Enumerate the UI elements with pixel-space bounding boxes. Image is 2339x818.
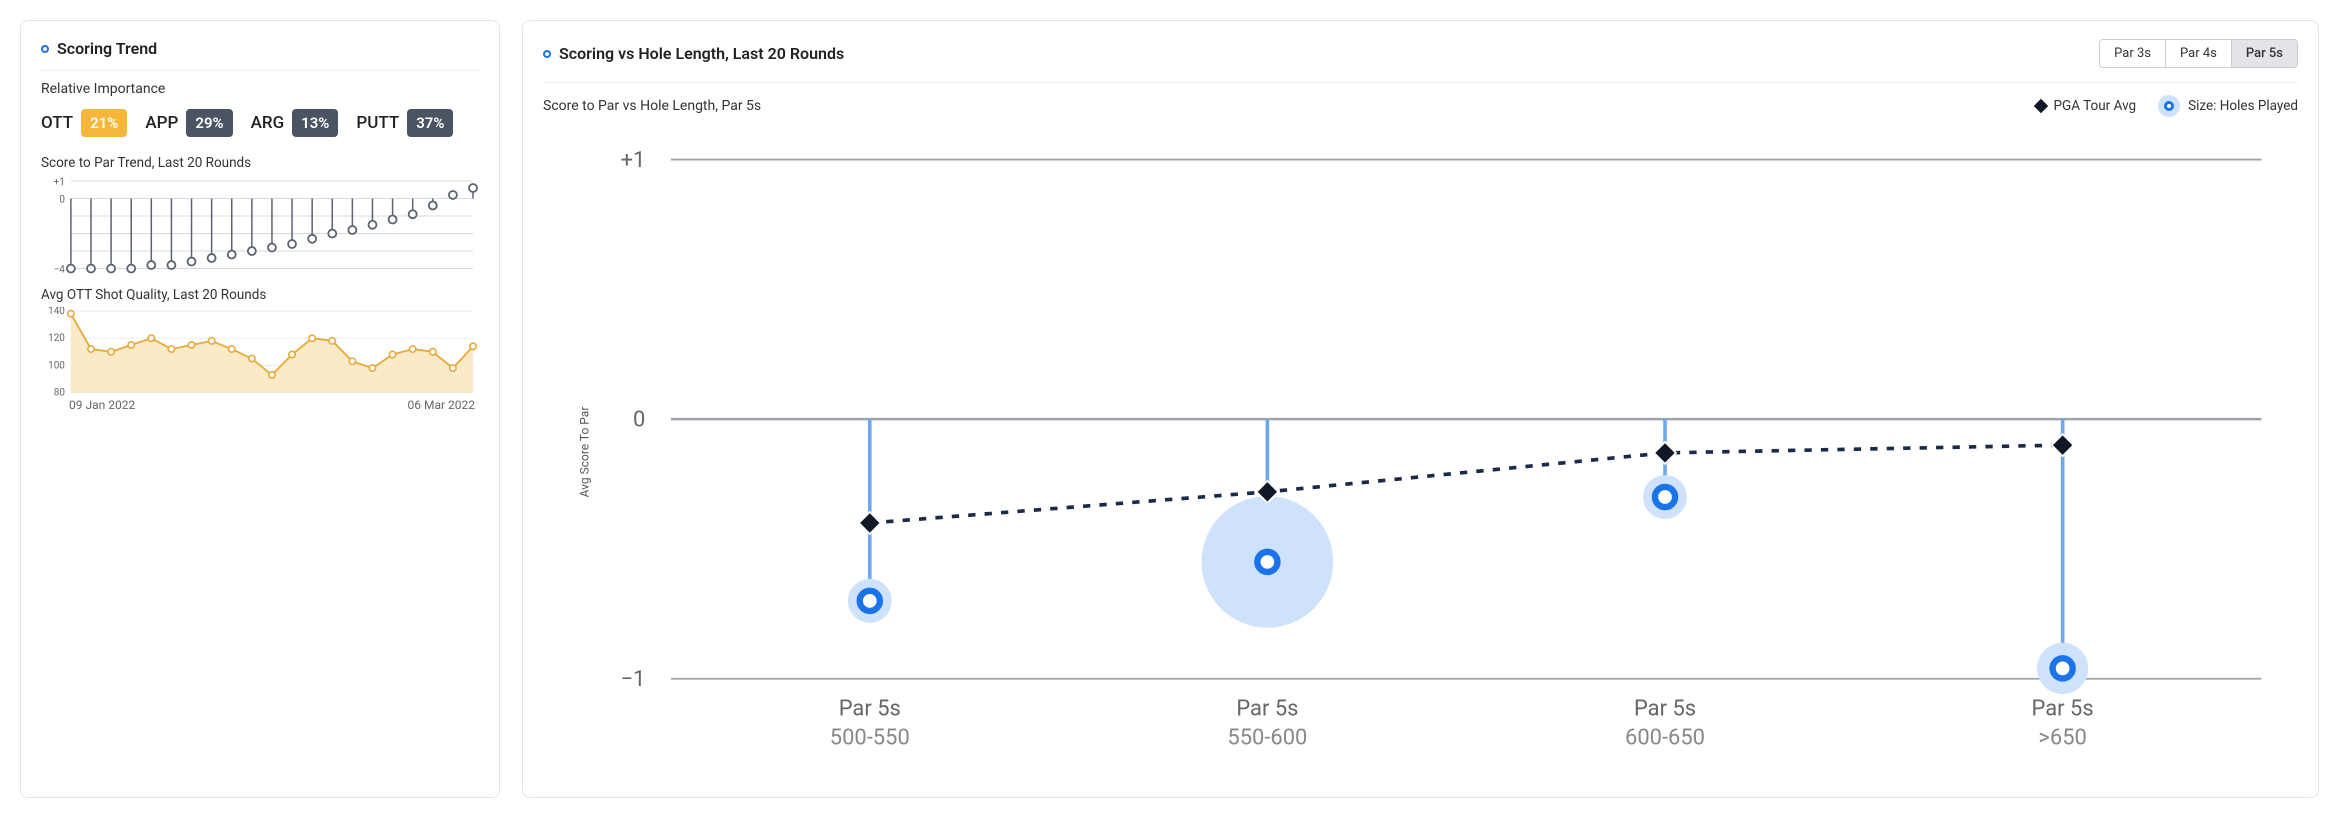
svg-text:Par 5s: Par 5s	[2032, 696, 2094, 721]
svg-text:+1: +1	[621, 148, 646, 173]
svg-text:500-550: 500-550	[830, 726, 910, 751]
importance-badge[interactable]: 13%	[292, 109, 338, 137]
svg-text:140: 140	[48, 307, 65, 317]
svg-text:Par 5s: Par 5s	[839, 696, 901, 721]
importance-label: OTT	[41, 113, 73, 133]
big-chart-wrap: Avg Score To Par +1 0 −1 Par 5s 500-550 Par 5…	[543, 123, 2298, 781]
title-bullet-icon	[41, 45, 49, 53]
bubble-icon	[2158, 95, 2180, 117]
svg-text:Par 5s: Par 5s	[1236, 696, 1298, 721]
importance-label: PUTT	[356, 113, 399, 133]
importance-badge[interactable]: 37%	[407, 109, 453, 137]
svg-text:80: 80	[54, 387, 66, 396]
score-vs-length-chart: +1 0 −1 Par 5s 500-550 Par 5s 550-600 Par 5s 600…	[543, 123, 2298, 781]
y-axis-title: Avg Score To Par	[577, 407, 591, 498]
ott-quality-chart: 140 120 100 80	[41, 307, 479, 397]
right-header: Scoring vs Hole Length, Last 20 Rounds P…	[543, 39, 2298, 83]
date-axis-row: 09 Jan 2022 06 Mar 2022	[41, 396, 479, 412]
svg-text:+1: +1	[54, 177, 65, 188]
importance-badge[interactable]: 21%	[81, 109, 127, 137]
importance-badge[interactable]: 29%	[186, 109, 232, 137]
diamond-icon	[2033, 99, 2047, 113]
card-title-row: Scoring Trend	[41, 39, 479, 71]
importance-label: APP	[145, 113, 178, 133]
svg-text:0: 0	[59, 194, 65, 205]
legend-size-label: Size: Holes Played	[2188, 98, 2298, 114]
legend-pga-label: PGA Tour Avg	[2054, 98, 2137, 114]
right-sub-row: Score to Par vs Hole Length, Par 5s PGA …	[543, 95, 2298, 117]
legend-pga: PGA Tour Avg	[2036, 98, 2137, 114]
title-bullet-icon	[543, 50, 551, 58]
svg-text:>650: >650	[2038, 726, 2086, 751]
score-trend-title: Score to Par Trend, Last 20 Rounds	[41, 155, 479, 171]
ott-quality-title: Avg OTT Shot Quality, Last 20 Rounds	[41, 287, 479, 303]
scoring-vs-length-card: Scoring vs Hole Length, Last 20 Rounds P…	[522, 20, 2319, 798]
card-title: Scoring Trend	[57, 39, 157, 58]
svg-text:600-650: 600-650	[1625, 726, 1705, 751]
tab-par-4s[interactable]: Par 4s	[2165, 40, 2231, 67]
legend: PGA Tour Avg Size: Holes Played	[2036, 95, 2298, 117]
svg-text:0: 0	[633, 407, 645, 432]
tab-par-3s[interactable]: Par 3s	[2100, 40, 2165, 67]
par-tabs: Par 3sPar 4sPar 5s	[2099, 39, 2298, 68]
card-title: Scoring vs Hole Length, Last 20 Rounds	[559, 44, 844, 63]
svg-text:550-600: 550-600	[1227, 726, 1307, 751]
svg-text:100: 100	[48, 360, 65, 371]
svg-text:−1: −1	[621, 667, 646, 692]
score-trend-chart: +1 0 −4	[41, 175, 479, 275]
importance-row: OTT 21% APP 29% ARG 13% PUTT 37%	[41, 109, 479, 137]
date-end-label: 06 Mar 2022	[408, 398, 476, 412]
right-subtitle: Score to Par vs Hole Length, Par 5s	[543, 98, 761, 114]
date-start-label: 09 Jan 2022	[69, 398, 135, 412]
legend-size: Size: Holes Played	[2158, 95, 2298, 117]
importance-label: ARG	[251, 113, 285, 133]
svg-text:−4: −4	[54, 265, 66, 275]
tab-par-5s[interactable]: Par 5s	[2231, 40, 2297, 67]
scoring-trend-card: Scoring Trend Relative Importance OTT 21%…	[20, 20, 500, 798]
svg-text:Par 5s: Par 5s	[1634, 696, 1696, 721]
relative-importance-label: Relative Importance	[41, 81, 479, 97]
svg-text:120: 120	[48, 333, 65, 344]
